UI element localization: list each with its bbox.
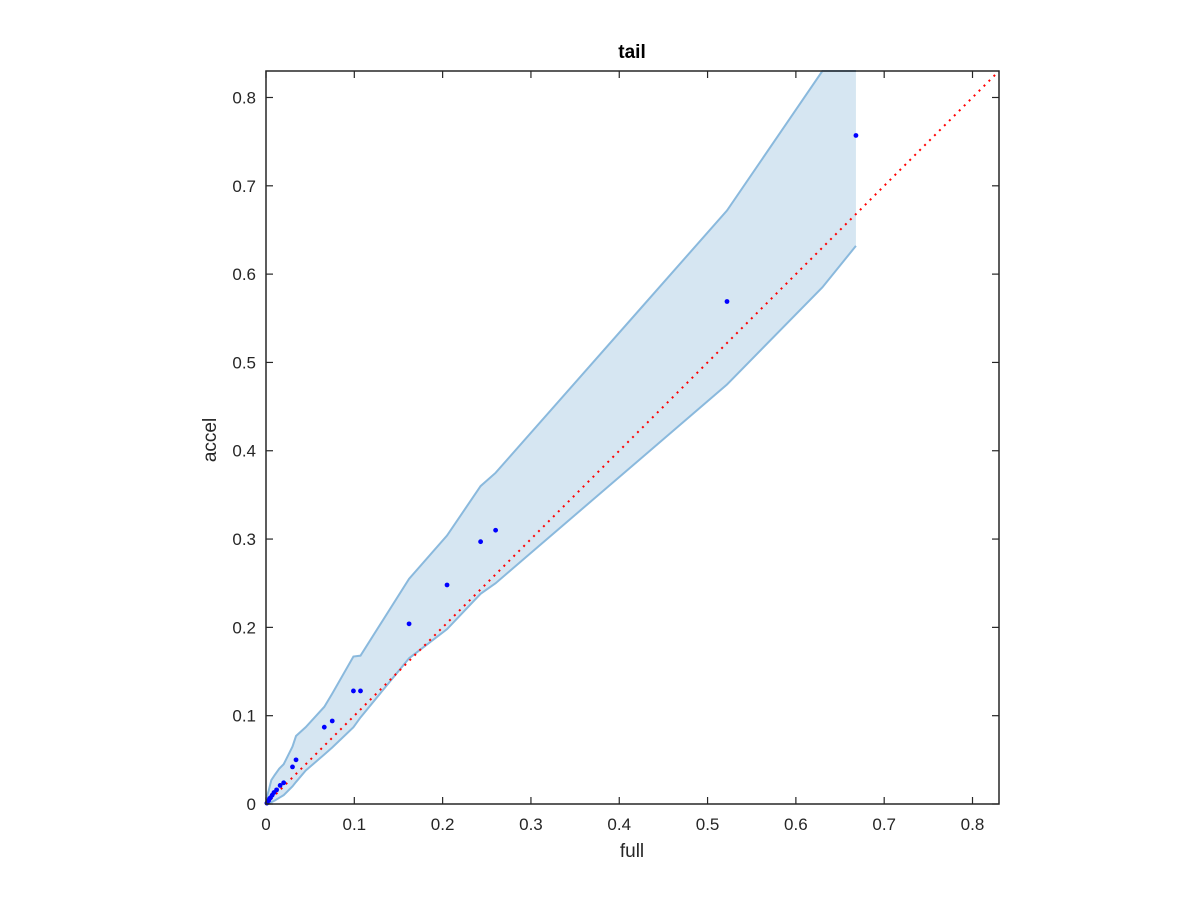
x-axis-title: full xyxy=(620,841,644,862)
data-point xyxy=(478,539,484,545)
data-point xyxy=(329,718,335,724)
data-point xyxy=(493,527,499,533)
y-tick-label: 0.2 xyxy=(232,618,256,637)
x-tick-label: 0.7 xyxy=(872,815,896,834)
y-axis-title: accel xyxy=(200,418,221,462)
y-tick-label: 0.1 xyxy=(232,707,256,726)
y-tick-label: 0.4 xyxy=(232,442,256,461)
plot-frame xyxy=(265,70,1000,805)
x-tick-label: 0 xyxy=(261,815,270,834)
x-tick-label: 0.6 xyxy=(784,815,808,834)
confidence-band-fill xyxy=(266,71,856,804)
x-tick-label: 0.8 xyxy=(961,815,985,834)
data-point xyxy=(444,582,450,588)
y-tick-label: 0.7 xyxy=(232,177,256,196)
y-tick-label: 0.8 xyxy=(232,88,256,107)
y-tick-label: 0.3 xyxy=(232,530,256,549)
data-point xyxy=(274,787,279,793)
band-upper-line xyxy=(265,70,856,800)
confidence-band-layer xyxy=(265,70,857,805)
reference-line-layer xyxy=(265,70,1000,805)
x-tick-label: 0.5 xyxy=(696,815,720,834)
x-tick-label: 0.1 xyxy=(342,815,366,834)
chart-title: tail xyxy=(618,42,645,63)
data-point xyxy=(281,780,287,786)
data-point xyxy=(406,621,412,627)
data-point xyxy=(290,764,295,770)
data-point xyxy=(853,133,859,138)
data-points-layer xyxy=(264,133,859,806)
x-tick-label: 0.2 xyxy=(431,815,455,834)
y-tick-label: 0 xyxy=(247,795,256,814)
x-tick-label: 0.4 xyxy=(607,815,631,834)
data-point xyxy=(724,299,730,304)
y-tick-label: 0.5 xyxy=(232,353,256,372)
data-point xyxy=(277,783,283,788)
data-point xyxy=(321,724,327,730)
data-point xyxy=(358,688,363,694)
y-tick-label: 0.6 xyxy=(232,265,256,284)
reference-diagonal-line xyxy=(265,70,1000,805)
data-point xyxy=(351,688,356,694)
x-tick-label: 0.3 xyxy=(519,815,543,834)
axes-layer: 0 0.1 0.2 0.3 0.4 0.5 0.6 0.7 0.8 0 0.1 0.2 0.3 0.4 0.… xyxy=(232,70,1000,834)
data-point xyxy=(293,757,299,763)
band-lower-line xyxy=(265,245,857,805)
